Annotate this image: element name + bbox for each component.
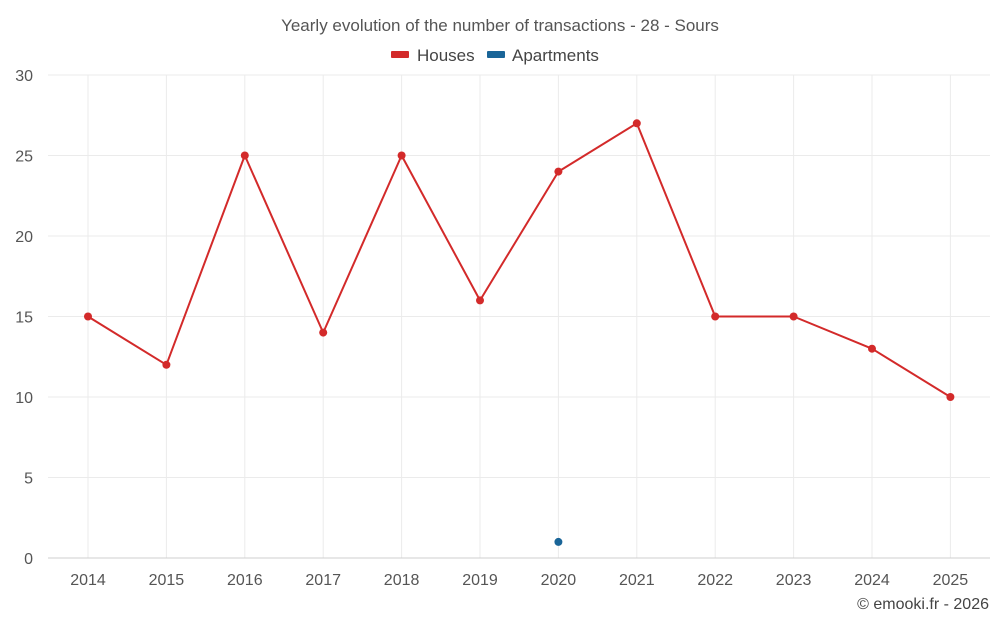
data-point-houses-2025[interactable] [946,393,955,401]
x-tick-label: 2018 [384,572,420,589]
x-tick-label: 2020 [541,572,577,589]
legend-label-houses: Houses [417,46,475,65]
data-point-houses-2020[interactable] [554,167,563,176]
data-point-houses-2022[interactable] [711,312,720,321]
y-gridlines [48,74,990,478]
legend-swatch-houses [391,51,409,58]
data-point-houses-2024[interactable] [868,344,876,353]
x-tick-label: 2014 [70,572,106,589]
x-tick-label: 2015 [149,572,185,589]
y-tick-label: 15 [15,310,33,327]
x-tick-label: 2017 [305,572,341,589]
credit-text: © emooki.fr - 2026 [857,596,989,613]
x-tick-label: 2022 [697,572,733,589]
x-tick-label: 2021 [619,572,655,589]
legend-swatch-apartments [487,51,505,58]
data-point-houses-2023[interactable] [789,312,798,321]
y-tick-label: 0 [24,551,33,568]
y-tick-label: 10 [15,390,33,407]
y-tick-label: 5 [24,471,33,488]
legend-label-apartments: Apartments [512,46,599,65]
x-tick-label: 2019 [462,572,498,589]
y-axis-tick-labels: 0 5 10 15 20 25 30 [15,68,33,568]
data-point-houses-2016[interactable] [240,151,249,160]
legend-item-apartments[interactable]: Apartments [487,46,599,65]
data-point-apartments-2020[interactable] [554,537,563,546]
legend: Houses Apartments [391,46,599,65]
x-tick-label: 2016 [227,572,263,589]
data-point-houses-2021[interactable] [632,119,641,128]
y-tick-label: 30 [15,68,33,85]
x-tick-label: 2025 [933,572,969,589]
data-point-houses-2018[interactable] [397,151,406,160]
y-tick-label: 25 [15,149,33,166]
series-houses [84,119,955,401]
data-point-houses-2015[interactable] [162,360,171,369]
series-apartments [554,537,563,546]
y-tick-label: 20 [15,229,33,246]
series-layer [84,119,955,546]
x-axis-tick-labels: 2014 2015 2016 2017 2018 2019 2020 2021 2022 2023… [70,572,968,589]
x-tick-label: 2024 [854,572,890,589]
chart-title: Yearly evolution of the number of transa… [281,16,719,35]
data-point-houses-2017[interactable] [319,328,328,337]
series-line-houses [87,122,951,398]
legend-item-houses[interactable]: Houses [391,46,475,65]
data-point-houses-2019[interactable] [476,296,484,305]
data-point-houses-2014[interactable] [84,312,92,321]
x-tick-label: 2023 [776,572,812,589]
